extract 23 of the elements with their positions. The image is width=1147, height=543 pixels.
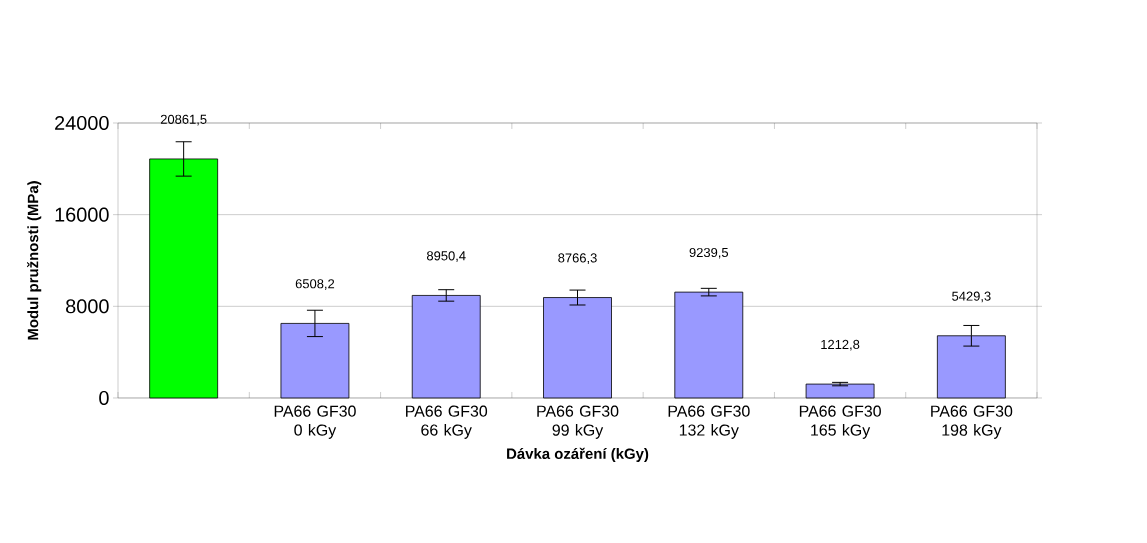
x-tick-label: PA66 GF30 99 kGy [537, 405, 619, 439]
bar [674, 291, 744, 399]
y-tick-label: 8000 [66, 299, 109, 314]
data-label: 20861,5 [160, 114, 207, 126]
bar [280, 323, 350, 399]
y-tick-label: 16000 [55, 207, 109, 222]
data-label: 9239,5 [689, 247, 729, 259]
y-axis-title: Modul pružnosti (MPa) [26, 181, 42, 340]
data-label: 8766,3 [558, 253, 597, 265]
x-tick-label: PA66 GF30 165 kGy [799, 405, 881, 439]
x-tick-label: PA66 GF30 66 kGy [406, 405, 488, 439]
x-tick-label: PA66 GF30 0 kGy [274, 405, 356, 439]
y-tick-label: 0 [99, 390, 109, 406]
y-tick-label: 24000 [55, 115, 109, 131]
bar [805, 383, 875, 399]
bar [411, 295, 481, 399]
data-label: 6508,2 [295, 279, 335, 290]
x-tick-label: PA66 GF30 198 kGy [931, 405, 1013, 439]
x-axis-title: Dávka ozáření (kGy) [507, 447, 649, 462]
x-tick-label: PA66 GF30 132 kGy [668, 405, 750, 439]
data-label: 1212,8 [821, 339, 860, 351]
data-label: 8950,4 [426, 251, 466, 262]
data-label: 5429,3 [952, 291, 991, 303]
